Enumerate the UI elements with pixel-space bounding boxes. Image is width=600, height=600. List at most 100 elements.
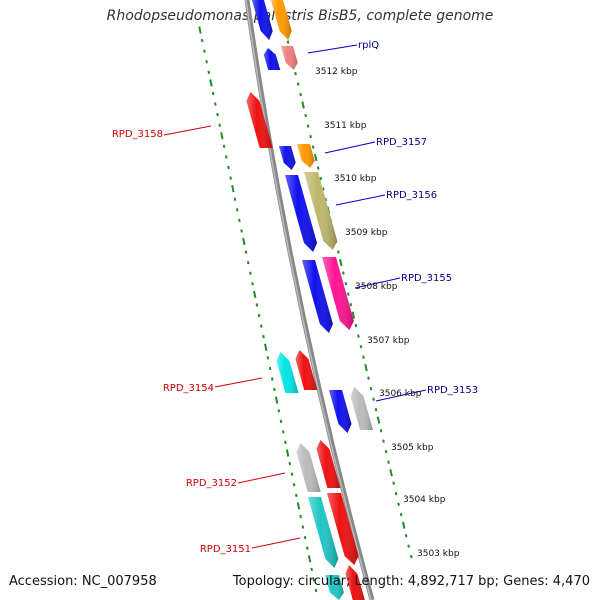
genome-backbone-highlight — [245, 0, 372, 600]
ruler-tick — [227, 165, 230, 170]
gene-arrow-shading — [281, 46, 298, 70]
gene-arrow-shading — [279, 146, 296, 170]
gene-label-rpd3154[interactable]: RPD_3154 — [163, 383, 214, 394]
ruler-tick — [200, 38, 204, 43]
ruler-tick — [310, 567, 313, 572]
ruler-tick — [392, 481, 395, 485]
ruler-tick — [306, 546, 309, 550]
ruler-tick — [270, 377, 274, 381]
ruler-tick — [307, 555, 312, 563]
ruler-tick — [367, 376, 370, 380]
ruler-tick — [242, 237, 246, 246]
ruler-tick — [314, 588, 318, 593]
genome-title: Rhodopseudomonas palustris BisB5, comple… — [106, 8, 494, 24]
connector-rpd3158 — [163, 125, 212, 136]
gene-label-rpd3157[interactable]: RPD_3157 — [376, 137, 427, 148]
ruler-tick — [251, 282, 254, 286]
ruler-tick — [349, 302, 353, 307]
ruler-tick — [273, 387, 276, 392]
ruler-tick — [316, 166, 320, 170]
ruler-tick — [296, 82, 300, 86]
gene-label-rpd3153[interactable]: RPD_3153 — [427, 385, 478, 396]
ruler-tick — [209, 79, 213, 87]
gene-label-rplq[interactable]: rplQ — [358, 40, 379, 51]
ruler-tick — [394, 491, 398, 496]
connector-rpd3152 — [237, 472, 286, 484]
kbp-label: 3510 kbp — [334, 174, 377, 184]
ruler-tick — [235, 208, 239, 212]
ruler-tick — [342, 271, 345, 275]
ruler-tick — [198, 26, 202, 34]
ruler-tick — [337, 250, 340, 254]
ruler-tick — [319, 176, 323, 181]
ruler-tick — [295, 493, 298, 498]
gene-arrow-shading — [350, 387, 373, 430]
ruler-tick — [304, 113, 307, 118]
ruler-tick — [277, 409, 281, 413]
ruler-tick — [286, 40, 290, 44]
gene-arrow-shading — [329, 390, 352, 433]
kbp-label: 3512 kbp — [315, 67, 358, 77]
gene-arrow-shading — [302, 260, 333, 333]
connector-rpd3153 — [375, 389, 427, 402]
ruler-tick — [364, 363, 368, 372]
ruler-tick — [281, 430, 285, 434]
gene-arrow-shading — [276, 352, 299, 393]
ruler-tick — [229, 176, 232, 180]
ruler-tick — [260, 324, 263, 328]
ruler-tick — [218, 123, 221, 127]
gene-arrow-shading — [285, 175, 317, 252]
accession-label: Accession: NC_007958 — [9, 574, 157, 589]
ruler-tick — [344, 281, 348, 286]
ruler-tick — [225, 155, 228, 159]
ruler-tick — [407, 544, 410, 548]
kbp-label: 3507 kbp — [367, 336, 410, 346]
ruler-tick — [387, 460, 390, 464]
ruler-tick — [214, 102, 217, 106]
ruler-tick — [290, 472, 294, 476]
ruler-tick — [292, 483, 296, 487]
gene-arrow-shading — [327, 493, 359, 565]
ruler-tick — [401, 521, 406, 529]
connector-rplq — [307, 44, 358, 54]
gene-label-rpd3156[interactable]: RPD_3156 — [386, 190, 437, 201]
ruler-tick — [357, 334, 360, 338]
ruler-tick — [268, 366, 272, 371]
ruler-tick — [231, 184, 235, 193]
genome-backbone — [244, 0, 375, 600]
topology-label: Topology: circular; Length: 4,892,717 bp… — [232, 574, 590, 589]
kbp-label: 3505 kbp — [391, 443, 434, 453]
gene-label-rpd3151[interactable]: RPD_3151 — [200, 544, 251, 555]
kbp-label: 3504 kbp — [403, 495, 446, 505]
ruler-tick — [397, 502, 400, 506]
ruler-tick — [379, 428, 383, 433]
ruler-tick — [255, 303, 259, 307]
gene-arrow-shading — [252, 0, 273, 40]
gene-arrow-shading — [322, 257, 354, 330]
connector-rpd3151 — [251, 537, 301, 549]
ruler-tick — [249, 271, 252, 275]
gene-label-rpd3158[interactable]: RPD_3158 — [112, 129, 163, 140]
ruler-tick — [262, 335, 265, 339]
connector-rpd3157 — [324, 141, 376, 154]
ruler-tick — [299, 92, 302, 97]
ruler-tick — [372, 397, 375, 401]
gene-label-rpd3155[interactable]: RPD_3155 — [401, 273, 452, 284]
ruler-tick — [216, 112, 219, 117]
ruler-tick — [211, 91, 215, 96]
ruler-tick — [207, 70, 211, 74]
ruler-tick — [238, 218, 241, 223]
ruler-tick — [246, 260, 250, 265]
ruler-tick — [313, 153, 318, 162]
ruler-tick — [376, 416, 381, 424]
ruler-tick — [285, 449, 290, 457]
gene-arrow-shading — [345, 565, 365, 600]
ruler-tick — [312, 578, 316, 582]
gene-features — [246, 0, 373, 600]
gene-label-rpd3152[interactable]: RPD_3152 — [186, 478, 237, 489]
ruler-tick — [284, 440, 287, 445]
ruler-tick — [374, 407, 378, 412]
ruler-tick — [205, 60, 208, 64]
gene-arrow-shading — [297, 144, 315, 168]
